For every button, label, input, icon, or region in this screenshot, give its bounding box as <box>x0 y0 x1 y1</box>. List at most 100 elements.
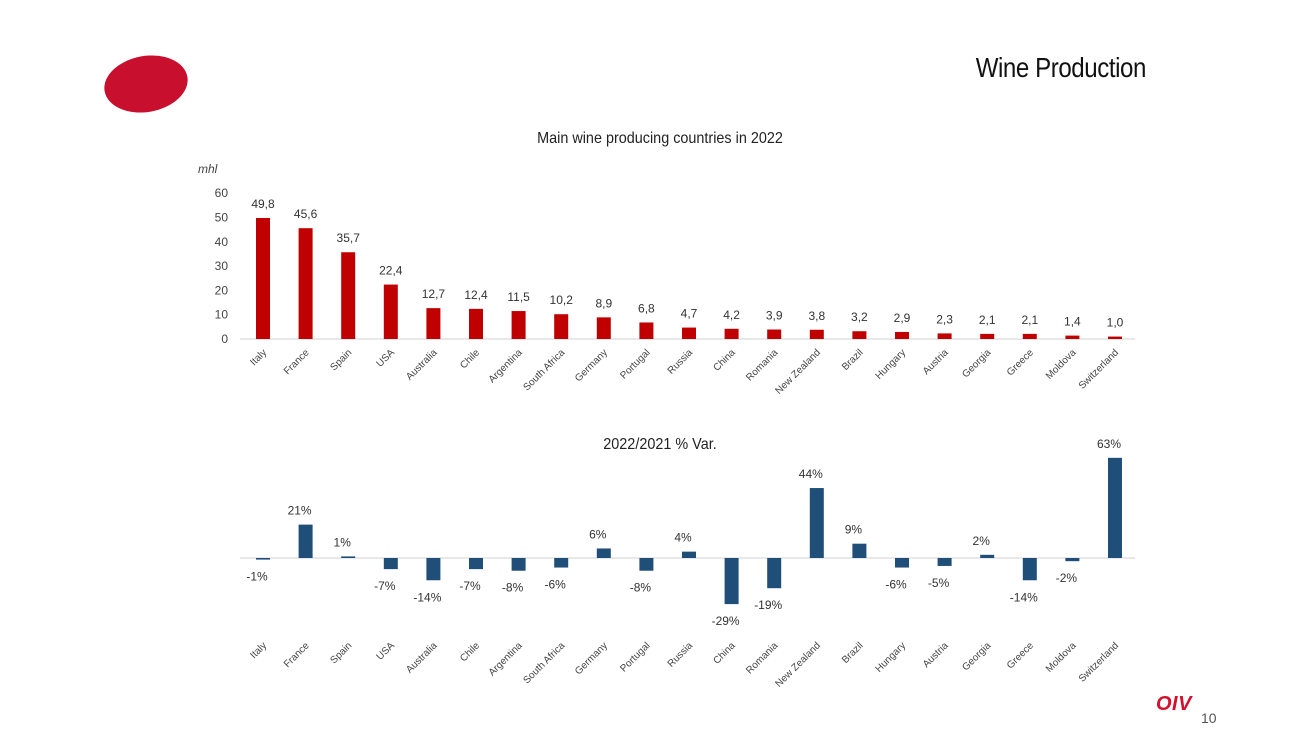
production-bar <box>1022 333 1037 339</box>
variation-x-tick-label: Chile <box>458 640 482 664</box>
production-x-tick-label: Hungary <box>874 347 909 382</box>
variation-bar <box>767 558 782 589</box>
variation-bar <box>426 558 441 581</box>
variation-data-label: 63% <box>1097 437 1121 451</box>
production-bar <box>895 331 909 339</box>
production-x-tick-label: Russia <box>666 347 696 377</box>
variation-x-tick-label: Australia <box>404 640 440 676</box>
variation-bar <box>980 554 995 558</box>
variation-x-tick-label: New Zealand <box>773 640 822 689</box>
production-bar <box>1065 335 1080 339</box>
variation-x-tick-label: Austria <box>921 640 951 670</box>
variation-bar <box>511 558 526 571</box>
production-x-tick-label: South Africa <box>521 347 567 393</box>
variation-data-label: -14% <box>1010 590 1038 604</box>
variation-bar <box>809 488 824 558</box>
variation-data-label: 9% <box>845 523 863 537</box>
variation-data-label: 44% <box>799 467 823 481</box>
oiv-logo: OIV <box>1156 693 1192 715</box>
variation-bar <box>1108 457 1122 558</box>
production-y-tick-label: 20 <box>215 283 229 297</box>
production-x-tick-label: Italy <box>248 347 269 368</box>
variation-x-tick-label: Romania <box>744 640 780 676</box>
variation-data-label: -8% <box>630 581 652 595</box>
production-bar <box>724 328 739 339</box>
variation-x-tick-label: Switzerland <box>1077 640 1121 684</box>
production-x-tick-label: Greece <box>1005 347 1036 378</box>
production-data-label: 6,8 <box>638 301 655 315</box>
variation-bar <box>639 558 654 571</box>
production-data-label: 2,3 <box>936 312 953 326</box>
variation-data-label: -5% <box>928 576 950 590</box>
variation-data-label: -8% <box>502 581 524 595</box>
variation-x-tick-label: Spain <box>328 640 354 666</box>
slide-title: Wine Production <box>975 52 1147 83</box>
production-data-label: 4,2 <box>723 308 740 322</box>
production-x-tick-label: France <box>282 347 312 377</box>
variation-x-tick-label: Brazil <box>840 640 865 665</box>
production-x-tick-label: Chile <box>458 347 482 371</box>
production-x-tick-label: Australia <box>404 347 440 383</box>
production-bar <box>383 284 398 339</box>
variation-bar <box>937 558 952 566</box>
variation-data-label: -7% <box>374 579 396 593</box>
variation-bar <box>469 558 483 570</box>
variation-x-tick-label: Hungary <box>874 640 909 675</box>
variation-bar <box>341 556 356 558</box>
production-bar <box>554 314 569 339</box>
variation-x-tick-label: China <box>711 640 738 667</box>
variation-x-tick-label: Germany <box>573 640 610 677</box>
production-y-tick-label: 0 <box>221 332 228 346</box>
production-bar <box>426 308 441 339</box>
production-bar <box>937 333 952 339</box>
variation-data-label: -6% <box>885 578 907 592</box>
variation-data-label: -19% <box>754 598 782 612</box>
variation-x-tick-label: Italy <box>248 640 269 661</box>
variation-chart-title: 2022/2021 % Var. <box>603 436 717 453</box>
production-x-tick-label: Argentina <box>487 347 525 385</box>
production-data-label: 1,0 <box>1107 316 1124 330</box>
variation-bar <box>554 558 569 568</box>
production-data-label: 3,2 <box>851 310 868 324</box>
production-bar <box>682 327 696 339</box>
variation-bar <box>682 551 696 558</box>
variation-x-tick-label: Russia <box>666 640 696 670</box>
production-data-label: 49,8 <box>251 197 275 211</box>
production-x-tick-label: China <box>711 347 738 374</box>
variation-x-tick-label: Argentina <box>487 640 525 678</box>
production-y-tick-label: 30 <box>215 259 229 273</box>
variation-x-tick-label: Greece <box>1005 640 1036 671</box>
production-y-unit-label: mhl <box>198 162 218 176</box>
production-bar <box>596 317 611 339</box>
production-data-label: 35,7 <box>337 231 361 245</box>
variation-x-tick-label: Georgia <box>960 640 993 673</box>
production-data-label: 3,9 <box>766 309 783 323</box>
variation-data-label: 2% <box>973 534 991 548</box>
variation-bar <box>724 558 739 605</box>
production-data-label: 1,4 <box>1064 315 1081 329</box>
production-bar <box>639 322 654 339</box>
production-data-label: 2,1 <box>979 313 996 327</box>
production-x-tick-label: Portugal <box>618 347 652 381</box>
variation-x-tick-label: Portugal <box>618 640 652 674</box>
variation-data-label: -6% <box>545 578 567 592</box>
production-y-tick-label: 10 <box>215 308 229 322</box>
production-x-tick-label: Moldova <box>1044 347 1079 382</box>
production-x-tick-label: Switzerland <box>1077 347 1121 391</box>
variation-data-label: 4% <box>674 531 692 545</box>
variation-data-label: -7% <box>459 579 481 593</box>
variation-bar <box>1065 558 1080 562</box>
production-bar <box>1108 336 1122 339</box>
variation-bar <box>298 524 313 558</box>
production-bar <box>469 308 483 339</box>
production-x-tick-label: Romania <box>744 347 780 383</box>
variation-x-tick-label: South Africa <box>521 640 567 686</box>
production-bar <box>809 329 824 339</box>
variation-bar <box>596 548 611 558</box>
production-data-label: 12,4 <box>464 288 488 302</box>
production-x-tick-label: Austria <box>921 347 951 377</box>
production-data-label: 3,8 <box>808 309 825 323</box>
variation-x-tick-label: France <box>282 640 312 670</box>
production-data-label: 8,9 <box>595 296 612 310</box>
